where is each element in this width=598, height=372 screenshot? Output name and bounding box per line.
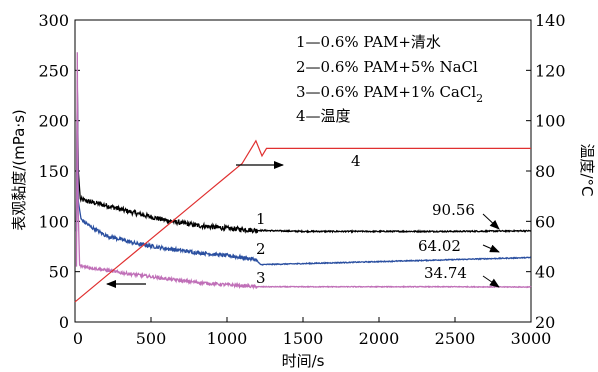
y-right-tick-label: 80 bbox=[535, 162, 555, 181]
end-value-label-2: 64.02 bbox=[418, 237, 461, 255]
y-left-axis-ticks: 0 50 100 150 200 250 300 bbox=[38, 11, 80, 332]
y-left-tick-label: 300 bbox=[38, 11, 69, 30]
y-right-tick-label: 140 bbox=[535, 11, 566, 30]
x-tick-label: 2500 bbox=[435, 329, 476, 348]
y-left-tick-label: 250 bbox=[38, 61, 69, 80]
series-line-3 bbox=[75, 52, 532, 291]
y-right-tick-label: 120 bbox=[535, 61, 566, 80]
end-label-leader-3 bbox=[482, 275, 500, 288]
end-label-leader-2 bbox=[482, 244, 500, 253]
legend: 1—0.6% PAM+清水 2—0.6% PAM+5% NaCl 3—0.6% … bbox=[296, 33, 483, 125]
series-layer bbox=[74, 52, 532, 303]
end-value-label-1: 90.56 bbox=[432, 201, 475, 219]
legend-entry-2: 2—0.6% PAM+5% NaCl bbox=[296, 58, 478, 76]
x-tick-label: 1000 bbox=[207, 329, 248, 348]
curve-label-4: 4 bbox=[351, 152, 361, 170]
y-right-tick-label: 40 bbox=[535, 263, 555, 282]
legend-entry-1: 1—0.6% PAM+清水 bbox=[296, 33, 441, 51]
y-right-tick-label: 20 bbox=[535, 313, 555, 332]
y-left-tick-label: 0 bbox=[59, 313, 69, 332]
legend-entry-4: 4—温度 bbox=[296, 107, 351, 125]
legend-entry-3: 3—0.6% PAM+1% CaCl2 bbox=[296, 83, 483, 105]
curve-label-2: 2 bbox=[256, 240, 266, 258]
end-value-label-3: 34.74 bbox=[424, 264, 467, 282]
y-right-axis-title: 温度/°C bbox=[578, 143, 596, 196]
x-tick-label: 500 bbox=[136, 329, 167, 348]
legend-entry-3-subscript: 2 bbox=[476, 92, 483, 105]
curve-label-3: 3 bbox=[256, 269, 266, 287]
y-left-tick-label: 50 bbox=[49, 263, 69, 282]
series-line-1 bbox=[75, 85, 532, 235]
y-left-tick-label: 150 bbox=[38, 162, 69, 181]
y-left-tick-label: 100 bbox=[38, 212, 69, 231]
curve-label-1: 1 bbox=[256, 210, 266, 228]
y-right-axis-ticks: 20 40 60 80 100 120 140 bbox=[526, 11, 566, 332]
series-line-4 bbox=[74, 139, 531, 303]
x-tick-label: 1500 bbox=[283, 329, 324, 348]
end-label-leader-1 bbox=[482, 213, 500, 230]
x-origin-tick-label: 0 bbox=[73, 329, 83, 348]
x-axis-title: 时间/s bbox=[282, 352, 325, 370]
y-right-tick-label: 60 bbox=[535, 212, 555, 231]
x-axis-ticks: 500 1000 1500 2000 2500 3000 bbox=[136, 317, 552, 348]
x-tick-label: 2000 bbox=[359, 329, 400, 348]
legend-entry-3-main: 3—0.6% PAM+1% CaCl bbox=[296, 83, 476, 101]
y-right-tick-label: 100 bbox=[535, 112, 566, 131]
y-left-tick-label: 200 bbox=[38, 112, 69, 131]
series-line-2 bbox=[75, 80, 532, 266]
y-left-axis-title: 表观黏度/(mPa·s) bbox=[10, 109, 28, 231]
x-tick-label: 3000 bbox=[511, 329, 552, 348]
